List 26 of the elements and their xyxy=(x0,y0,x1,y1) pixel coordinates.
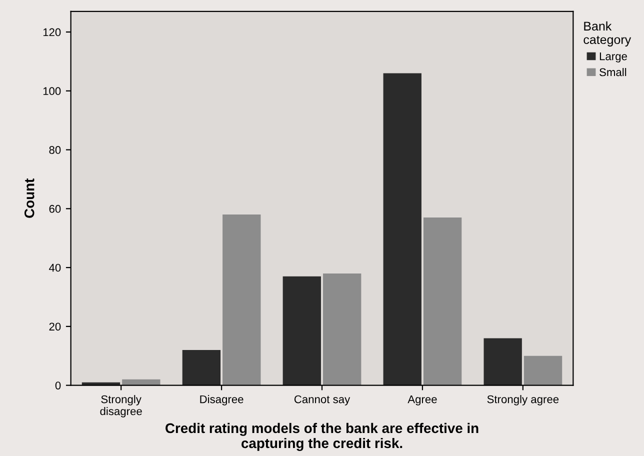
bar xyxy=(323,273,362,386)
legend-label: Small xyxy=(600,68,626,76)
y-tick-label: 60 xyxy=(49,204,61,213)
legend-label: Large xyxy=(600,52,627,62)
bar xyxy=(484,338,522,386)
x-tick-label: Strongly disagree xyxy=(100,395,142,418)
y-tick-label: 80 xyxy=(49,146,61,154)
x-axis-title: Credit rating models of the bank are effective in capturing the credit risk. xyxy=(166,422,478,451)
bar xyxy=(423,218,462,386)
bar xyxy=(383,73,422,386)
x-tick-label: Cannot say xyxy=(294,395,350,406)
y-tick-label: 0 xyxy=(55,382,61,390)
bar xyxy=(524,356,562,386)
x-tick-label: Agree xyxy=(408,395,437,406)
y-tick-label: 40 xyxy=(49,264,61,272)
y-axis-title: Count xyxy=(24,178,34,218)
bar xyxy=(282,276,321,386)
legend-title: Bank category xyxy=(584,21,632,47)
x-tick-label: Strongly agree xyxy=(487,395,559,406)
y-tick-label: 120 xyxy=(43,28,61,36)
y-tick-label: 100 xyxy=(43,87,61,96)
y-tick-label: 20 xyxy=(49,322,61,331)
x-tick-label: Disagree xyxy=(200,395,244,406)
bar xyxy=(222,214,261,386)
bar xyxy=(122,379,160,386)
bar xyxy=(182,350,221,386)
